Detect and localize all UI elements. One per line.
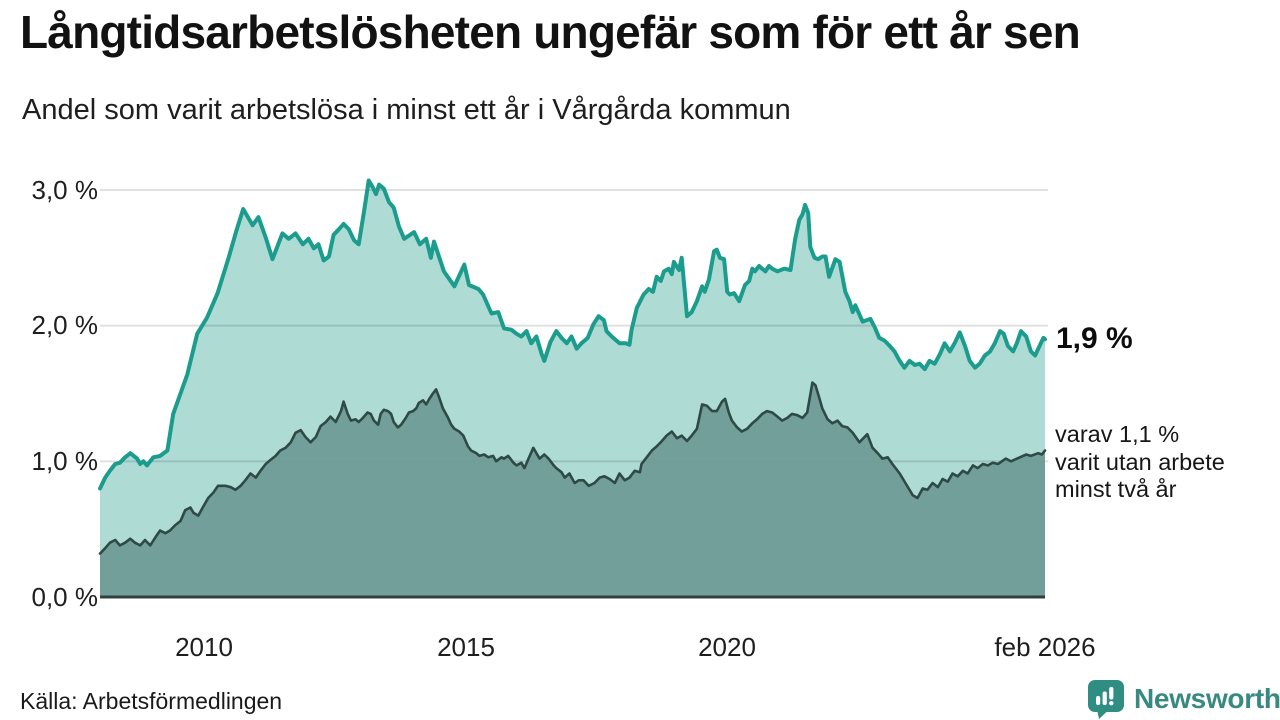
line-very-long-unemployment bbox=[98, 381, 1047, 555]
y-tick-3: 3,0 % bbox=[31, 175, 99, 205]
annotation-line-2: varit utan arbete bbox=[1055, 448, 1225, 475]
newsworthy-bubble-chart-icon bbox=[1088, 680, 1124, 719]
annotation-line-1: varav 1,1 % bbox=[1055, 421, 1180, 447]
y-tick-0: 0,0 % bbox=[31, 582, 99, 612]
x-tick-feb-2026: feb 2026 bbox=[994, 632, 1096, 662]
line-long-term-unemployment bbox=[98, 178, 1047, 491]
y-tick-1: 1,0 % bbox=[31, 446, 99, 476]
annotation-line-3: minst två år bbox=[1055, 476, 1177, 502]
area-very-long-unemployment bbox=[100, 382, 1045, 597]
newsworthy-wordmark: Newsworthy bbox=[1134, 682, 1280, 714]
x-tick-2020: 2020 bbox=[698, 632, 756, 662]
page-subtitle: Andel som varit arbetslösa i minst ett å… bbox=[22, 94, 791, 126]
secondary-end-annotation: varav 1,1 % varit utan arbete minst två … bbox=[1055, 421, 1225, 504]
end-value-label: 1,9 % bbox=[1056, 322, 1133, 355]
newsworthy-brand: Newsworthy bbox=[1086, 678, 1280, 719]
page-title: Långtidsarbetslösheten ungefär som för e… bbox=[20, 6, 1081, 58]
source-credit: Källa: Arbetsförmedlingen bbox=[20, 688, 283, 714]
x-tick-2010: 2010 bbox=[175, 632, 233, 662]
y-tick-2: 2,0 % bbox=[31, 310, 99, 340]
x-tick-2015: 2015 bbox=[437, 632, 495, 662]
